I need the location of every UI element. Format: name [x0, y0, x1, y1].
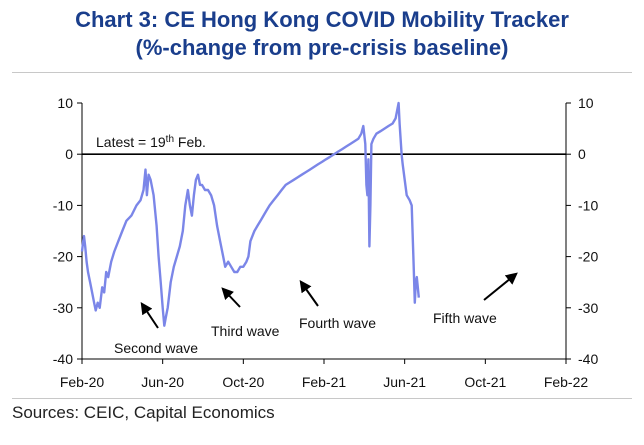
x-tick-label: Oct-21: [464, 374, 506, 390]
chart-axes: [77, 102, 571, 364]
wave-annotation-label: Third wave: [211, 323, 280, 339]
chart-title-line-1: Chart 3: CE Hong Kong COVID Mobility Tra…: [75, 7, 569, 32]
wave-annotation-label: Fifth wave: [433, 310, 497, 326]
x-tick-label: Jun-21: [383, 374, 426, 390]
y-tick-label-right: -20: [578, 249, 598, 265]
y-tick-label-right: -40: [578, 351, 598, 367]
x-tick-label: Jun-20: [141, 374, 184, 390]
wave-annotation-label: Second wave: [114, 340, 198, 356]
latest-date-label: Latest = 19th Feb.: [96, 134, 206, 150]
wave-annotation-arrow: [140, 302, 159, 329]
source-note: Sources: CEIC, Capital Economics: [12, 403, 275, 422]
latest-date-suffix: th: [166, 134, 174, 145]
y-tick-label-right: 0: [578, 146, 586, 162]
y-tick-label-left: -40: [53, 351, 73, 367]
mobility-series-line: [80, 101, 420, 327]
top-divider: [12, 72, 632, 73]
y-tick-label-right: -10: [578, 197, 598, 213]
y-tick-label-left: -20: [53, 249, 73, 265]
wave-annotations: Second wave Third wave Fourth wave Fifth wa…: [114, 272, 518, 356]
wave-annotation-arrow: [221, 287, 241, 308]
y-tick-label-left: 10: [57, 95, 73, 111]
chart-title-line-2: (%-change from pre-crisis baseline): [135, 35, 509, 60]
mobility-line-chart: 10 0 -10 -20 -30 -40 10 0 -10 -20 -30 -40 Feb-20 Ju…: [53, 95, 599, 390]
latest-date-rest: Feb.: [174, 134, 206, 150]
wave-annotation-label: Fourth wave: [299, 315, 376, 331]
y-tick-label-right: -30: [578, 300, 598, 316]
y-tick-label-left: 0: [65, 146, 73, 162]
x-tick-label: Feb-21: [302, 374, 347, 390]
y-axis-left-labels: 10 0 -10 -20 -30 -40: [53, 95, 73, 367]
x-axis-labels: Feb-20 Jun-20 Oct-20 Feb-21 Jun-21 Oct-21 Feb-…: [60, 374, 589, 390]
wave-annotation-arrow: [483, 272, 518, 301]
y-tick-label-left: -30: [53, 300, 73, 316]
x-tick-label: Oct-20: [222, 374, 264, 390]
x-tick-label: Feb-20: [60, 374, 105, 390]
wave-annotation-arrow: [299, 280, 319, 307]
y-tick-label-left: -10: [53, 197, 73, 213]
x-tick-label: Feb-22: [544, 374, 589, 390]
y-axis-right-labels: 10 0 -10 -20 -30 -40: [578, 95, 598, 367]
bottom-divider: [12, 398, 632, 399]
y-tick-label-right: 10: [578, 95, 594, 111]
